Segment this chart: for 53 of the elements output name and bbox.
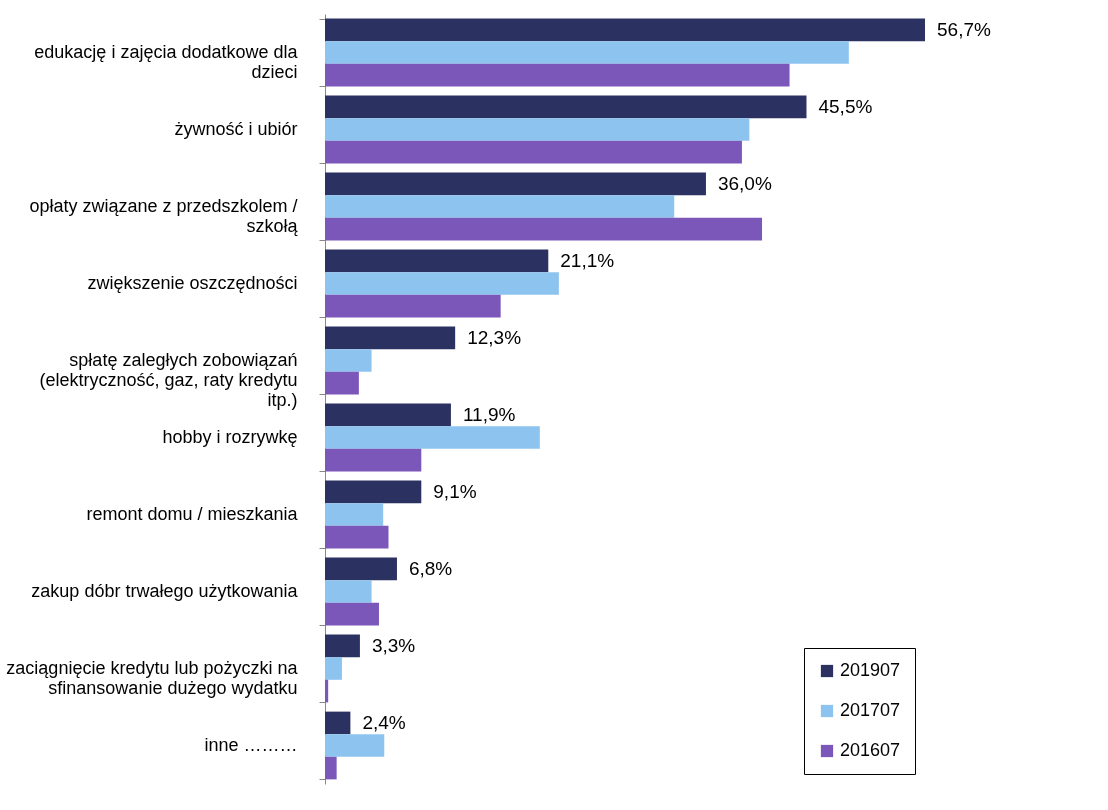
- bar: [325, 140, 742, 164]
- bar: [325, 118, 750, 141]
- legend-label: 201907: [840, 660, 901, 680]
- data-label: 21,1%: [560, 249, 615, 271]
- data-label: 36,0%: [717, 172, 772, 194]
- y-tick-label: zwiększenie oszczędności: [87, 273, 298, 293]
- bar: [325, 557, 397, 581]
- y-tick-label: żywność i ubiór: [174, 119, 298, 139]
- data-label: 3,3%: [371, 634, 416, 656]
- bar: [325, 634, 360, 658]
- bar: [325, 426, 540, 449]
- bar: [325, 41, 849, 64]
- bar: [325, 657, 342, 680]
- data-label: 12,3%: [467, 326, 522, 348]
- bar: [325, 602, 379, 626]
- data-label: 2,4%: [362, 711, 406, 733]
- bar: [325, 480, 422, 504]
- y-tick-label: edukację i zajęcia dodatkowe dla dzieci: [34, 42, 299, 82]
- bar: [325, 294, 501, 318]
- data-label: 9,1%: [433, 480, 477, 502]
- bar: [325, 63, 790, 87]
- bar: [325, 734, 385, 757]
- bar: [325, 172, 706, 196]
- data-label: 45,5%: [818, 95, 873, 117]
- legend-label: 201607: [840, 740, 901, 760]
- bar: [325, 503, 384, 526]
- bar: [325, 272, 559, 295]
- bar: [325, 326, 456, 350]
- bar: [325, 403, 451, 427]
- y-tick-label: hobby i rozrywkę: [162, 427, 298, 447]
- y-tick-label: remont domu / mieszkania: [86, 504, 299, 524]
- bar: [325, 249, 549, 273]
- y-tick-label: spłatę zaległych zobowiązań (elektryczność, gaz, raty kredytu itp.): [39, 350, 298, 410]
- data-label: 56,7%: [937, 18, 991, 40]
- y-tick-label: inne ………: [204, 735, 298, 755]
- legend-label: 201707: [840, 700, 901, 720]
- bar: [325, 679, 329, 703]
- bar: [325, 756, 337, 780]
- data-label: 6,8%: [408, 557, 453, 579]
- bar: [325, 371, 359, 395]
- bar: [325, 580, 372, 603]
- bar: [325, 349, 372, 372]
- y-tick-label: zakup dóbr trwałego użytkowania: [31, 581, 299, 601]
- bar: [325, 18, 925, 42]
- bar: [325, 195, 675, 218]
- bar: [325, 95, 807, 119]
- data-label: 11,9%: [462, 403, 516, 425]
- bar: [325, 448, 422, 472]
- y-tick-label: zaciągnięcie kredytu lub pożyczki na sfinansowanie dużego wydatku: [6, 658, 299, 698]
- bar: [325, 217, 763, 241]
- bar: [325, 711, 351, 735]
- bar: [325, 525, 389, 549]
- y-tick-label: opłaty związane z przedszkolem / szkołą: [29, 196, 299, 236]
